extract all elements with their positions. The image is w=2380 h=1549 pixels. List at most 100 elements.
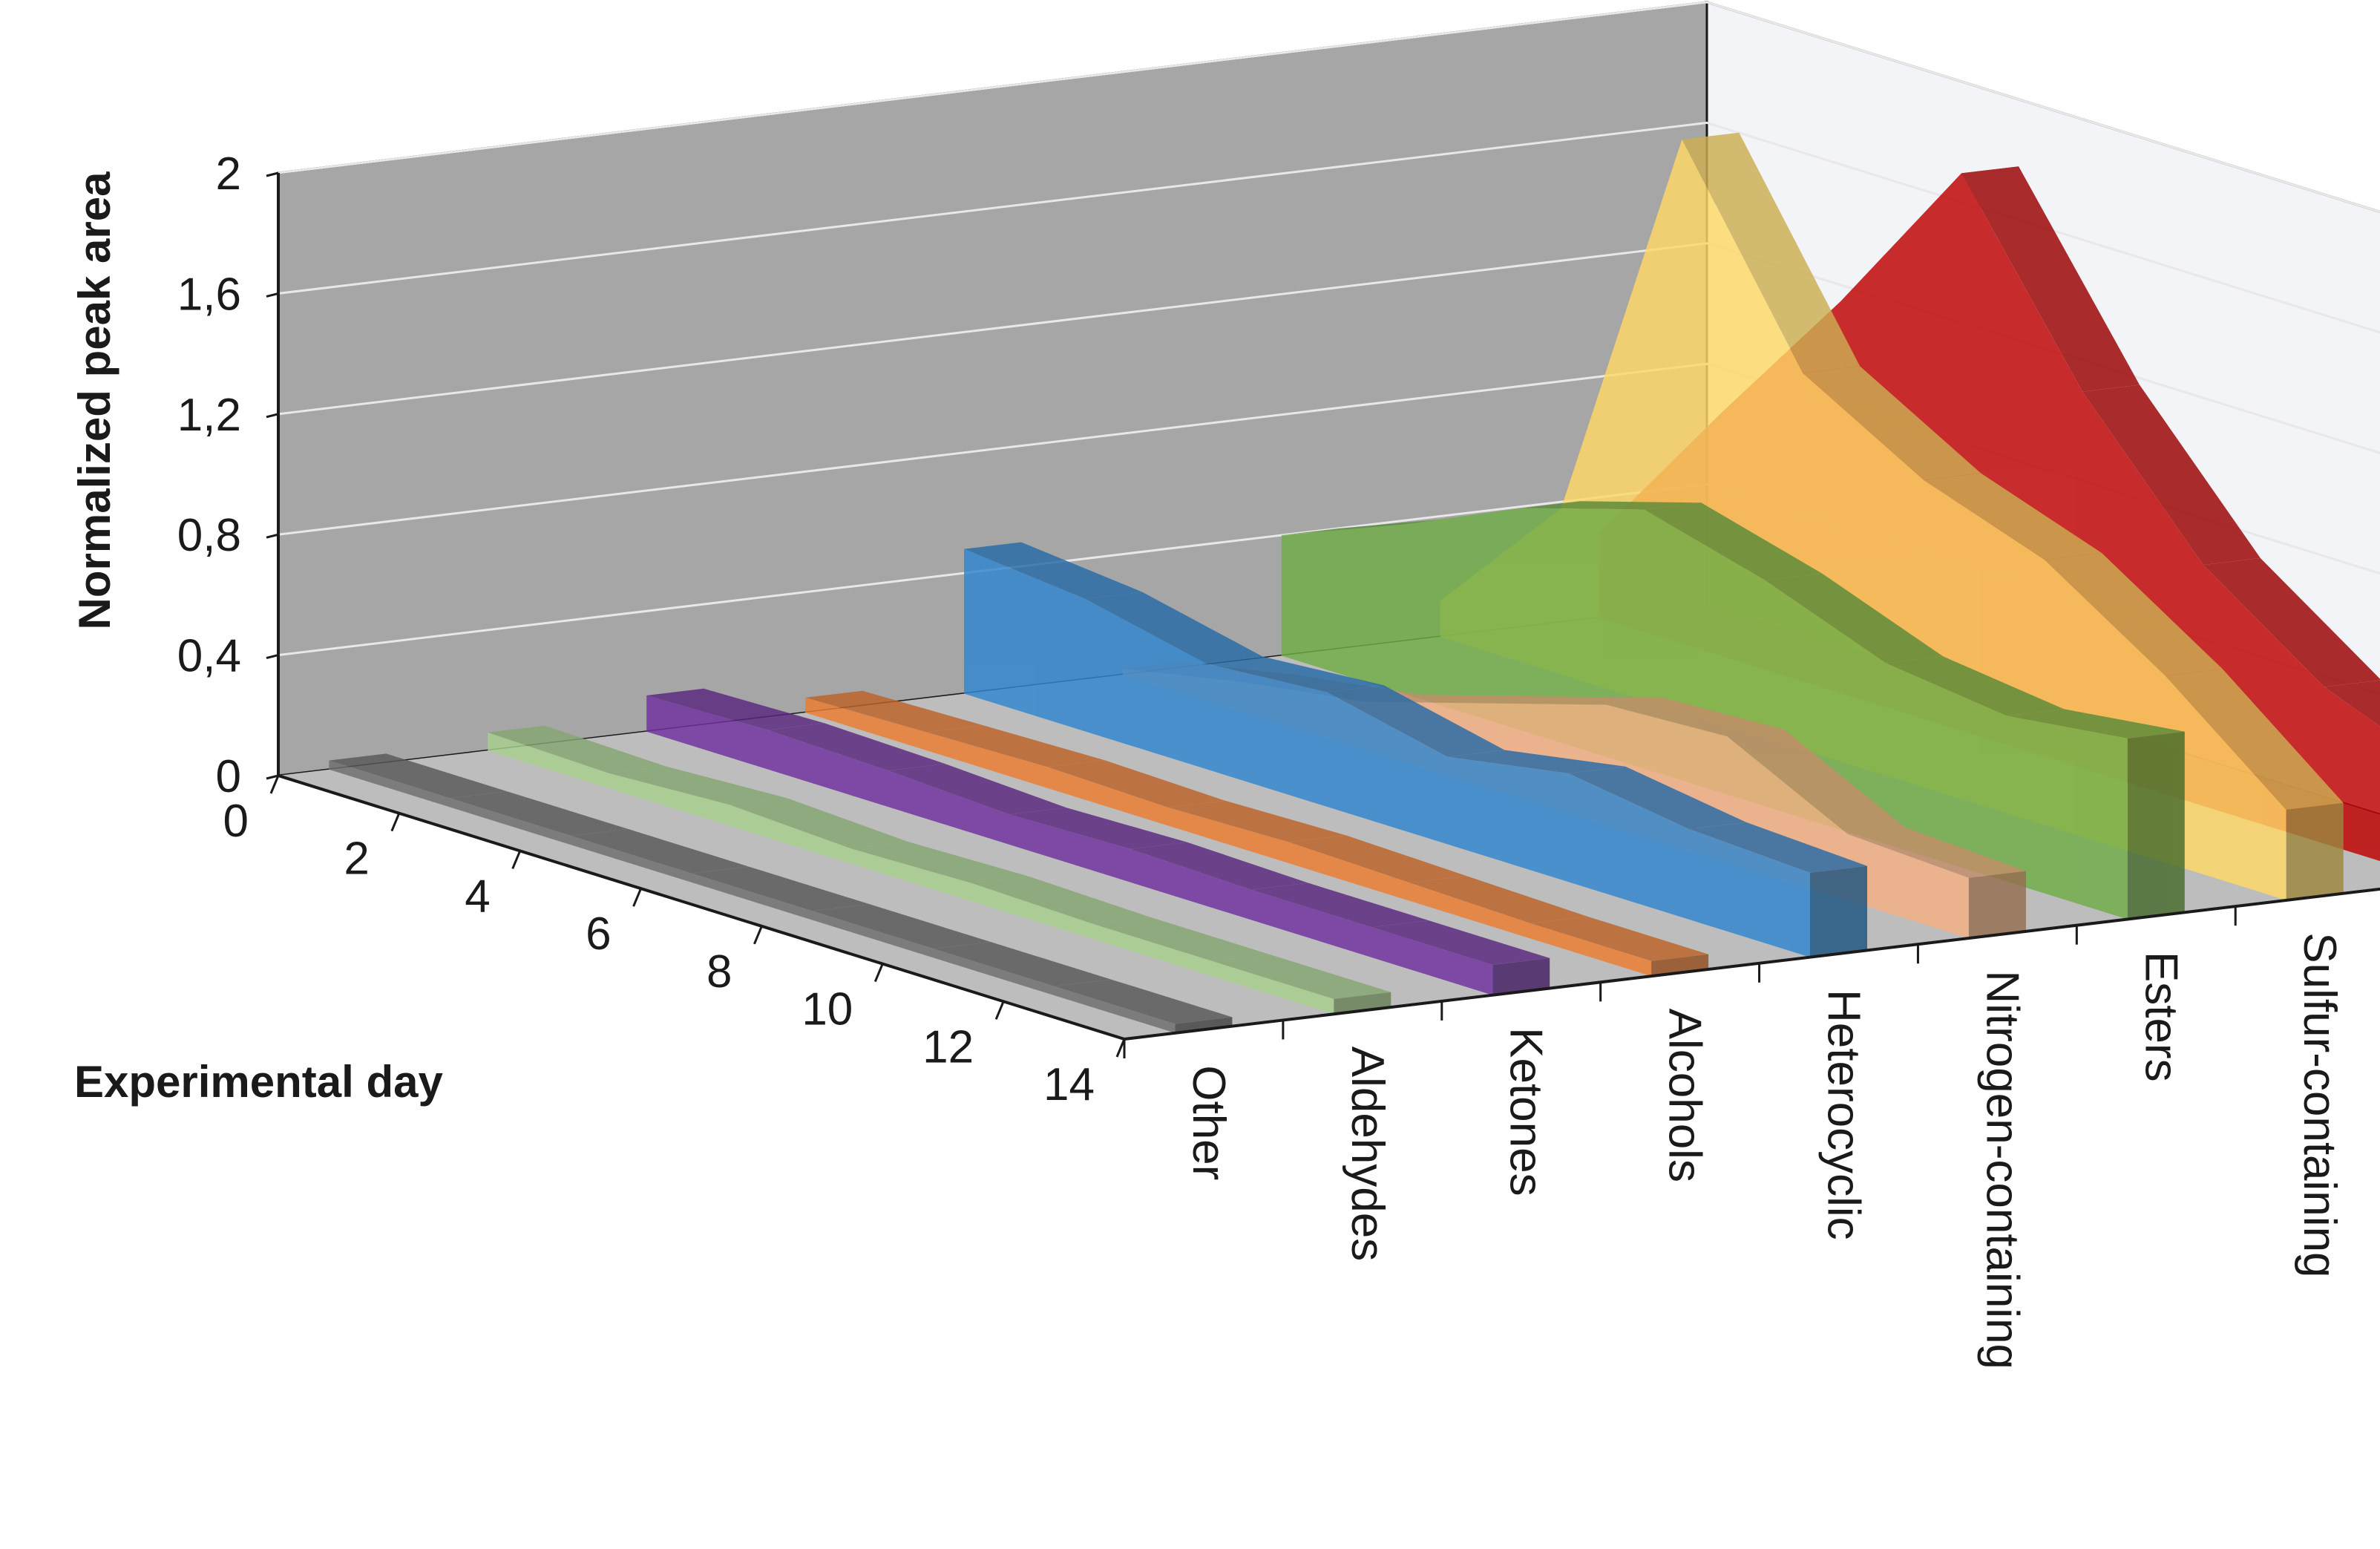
series-top-segment bbox=[888, 764, 1066, 815]
y-tick-mark bbox=[266, 654, 279, 660]
series-end-cap bbox=[1810, 865, 1867, 957]
series-area-ketones bbox=[646, 695, 1493, 995]
series-top-segment bbox=[1130, 842, 1308, 890]
series-end-cap bbox=[2127, 731, 2185, 920]
series-top-segment bbox=[850, 841, 1029, 883]
series-area-alcohols bbox=[805, 697, 1652, 977]
x-axis-line bbox=[278, 774, 1125, 1041]
x-tick-label: 2 bbox=[344, 834, 369, 885]
series-end-cap bbox=[1492, 957, 1550, 995]
series-top-segment bbox=[1288, 835, 1467, 883]
series-top-segment bbox=[1727, 729, 1905, 834]
series-top-segment bbox=[1281, 517, 1460, 536]
series-top-segment bbox=[2203, 557, 2380, 687]
x-tick-mark bbox=[269, 775, 280, 794]
series-top-segment bbox=[812, 904, 991, 949]
series-top-segment bbox=[2006, 709, 2185, 739]
series-top-segment bbox=[1205, 656, 1384, 692]
series-aldehydes bbox=[488, 725, 1391, 1015]
series-end-cap bbox=[1968, 871, 2026, 938]
series-top-segment bbox=[1326, 685, 1505, 757]
axes bbox=[277, 173, 2380, 1041]
y-tick-label: 2 bbox=[216, 148, 241, 200]
x-tick-mark bbox=[390, 813, 401, 832]
x-tick-label: 8 bbox=[707, 946, 732, 998]
series-top-segment bbox=[1924, 473, 2102, 560]
series-top-segment bbox=[571, 828, 749, 874]
y-tick-label: 0,4 bbox=[177, 631, 241, 682]
series-top-segment bbox=[933, 942, 1112, 986]
series-top-segment bbox=[2082, 384, 2261, 566]
series-area-other bbox=[329, 760, 1176, 1033]
series-top-segment bbox=[1084, 592, 1263, 664]
series-top-segment bbox=[1765, 573, 1944, 664]
series-top-segment bbox=[767, 723, 945, 771]
x-tick-label: 14 bbox=[1043, 1059, 1095, 1110]
series-top-segment bbox=[1447, 750, 1626, 773]
series-top-segment bbox=[1213, 954, 1391, 999]
series-area-heterocyclic bbox=[964, 548, 1810, 957]
category-label-sulfur-containing: Sulfur-containing bbox=[2294, 932, 2345, 1277]
series-heterocyclic bbox=[964, 542, 1867, 957]
x-axis-label: Experimental day bbox=[74, 1057, 444, 1107]
series-top-segment bbox=[1848, 827, 2026, 878]
category-label-aldehydes: Aldehydes bbox=[1342, 1047, 1393, 1262]
x-tick-mark bbox=[511, 850, 522, 870]
series-top-segment bbox=[1886, 656, 2064, 716]
series-top-segment bbox=[488, 725, 666, 773]
x-tick-label: 4 bbox=[465, 871, 490, 922]
series-top-segment bbox=[609, 766, 787, 805]
y-tick-label: 1,2 bbox=[177, 390, 241, 441]
series-top-segment bbox=[1523, 501, 1702, 510]
x-tick-mark bbox=[873, 963, 884, 983]
series-top-segment bbox=[1803, 366, 1981, 480]
x-tick-mark bbox=[753, 926, 763, 945]
series-top-segment bbox=[1250, 882, 1429, 928]
y-tick-mark bbox=[266, 413, 279, 419]
gridline bbox=[278, 1, 2380, 214]
category-axis-line bbox=[1124, 887, 2380, 1041]
series-top-segment bbox=[1167, 800, 1346, 842]
series-top-segment bbox=[964, 542, 1142, 599]
x-tick-mark bbox=[632, 888, 642, 907]
series-top-segment bbox=[1092, 917, 1271, 962]
series-ketones bbox=[646, 688, 1550, 995]
series-end-cap bbox=[1175, 1017, 1233, 1033]
x-tick-label: 12 bbox=[922, 1021, 974, 1072]
tick-labels: 0 0,4 0,8 1,2 1,6 2 0 2 4 6 8 10 12 14 Other Aldehydes K… bbox=[177, 148, 2345, 1369]
category-label-other: Other bbox=[1183, 1065, 1234, 1180]
series-top-segment bbox=[1606, 698, 1785, 737]
series-top-segment bbox=[1054, 979, 1233, 1024]
y-tick-mark bbox=[266, 774, 279, 780]
series-top-segment bbox=[926, 725, 1104, 767]
category-label-nitrogen-containing: Nitrogen-containing bbox=[1976, 970, 2027, 1369]
series-top-segment bbox=[329, 753, 508, 799]
y-tick-label: 0,8 bbox=[177, 510, 241, 561]
series-top-segment bbox=[1568, 766, 1747, 830]
category-label-esters: Esters bbox=[2135, 952, 2186, 1082]
y-tick-label: 1,6 bbox=[177, 269, 241, 320]
category-label-ketones: Ketones bbox=[1501, 1027, 1552, 1196]
series-top-segment bbox=[1530, 916, 1709, 961]
series-sulfur-containing bbox=[1440, 132, 2344, 900]
series-top-segment bbox=[805, 690, 983, 733]
series-top-segment bbox=[2324, 680, 2380, 727]
y-tick-label: 0 bbox=[216, 751, 241, 802]
series-top-segment bbox=[971, 876, 1150, 924]
series-top-segment bbox=[1682, 132, 1861, 373]
series-area-aldehydes bbox=[488, 732, 1334, 1015]
series-top-segment bbox=[692, 866, 870, 911]
x-tick-mark bbox=[994, 1001, 1005, 1020]
category-label-heterocyclic: Heterocyclic bbox=[1818, 989, 1869, 1240]
series-top-segment bbox=[1009, 808, 1187, 849]
series-top-segment bbox=[730, 798, 908, 849]
series-top-segment bbox=[1689, 822, 1867, 873]
series-top-segment bbox=[646, 688, 825, 730]
series-top-segment bbox=[1409, 876, 1588, 924]
y-tick-mark bbox=[266, 292, 279, 298]
series-top-segment bbox=[2165, 669, 2344, 810]
series-top-segment bbox=[2045, 553, 2223, 676]
gridline bbox=[278, 121, 2380, 334]
x-tick-mark bbox=[1115, 1038, 1126, 1058]
